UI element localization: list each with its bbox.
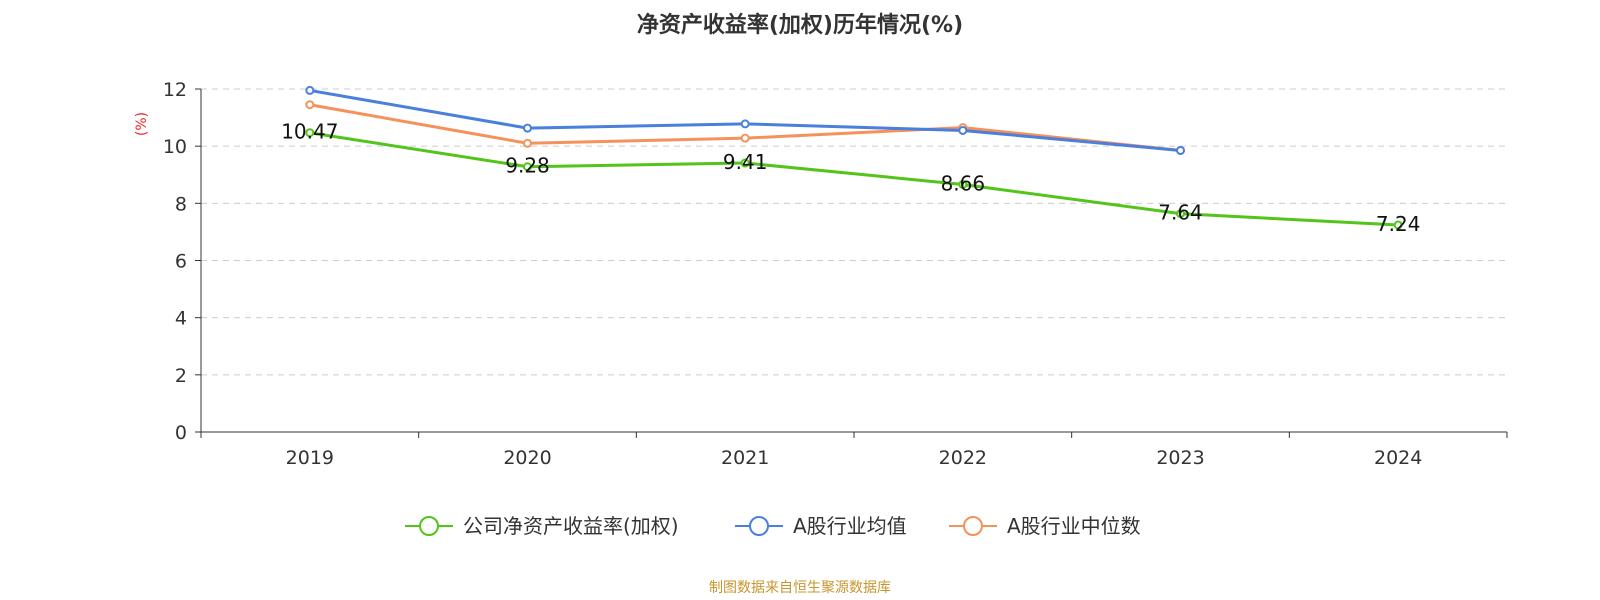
data-source-note: 制图数据来自恒生聚源数据库 [709, 580, 891, 596]
data-point [740, 119, 750, 129]
data-point [958, 125, 968, 135]
legend-swatch-marker [419, 516, 439, 536]
data-point [305, 85, 315, 95]
data-label: 7.64 [1158, 201, 1203, 225]
x-tick-label: 2021 [721, 447, 769, 469]
data-label: 10.47 [281, 120, 338, 144]
x-tick-label: 2024 [1374, 447, 1422, 469]
gridlines [201, 88, 1507, 376]
data-labels: 10.47 9.28 9.41 8.66 7.64 7.24 [281, 120, 1420, 236]
data-point [1176, 209, 1185, 219]
data-point [1176, 145, 1185, 155]
y-tick-label: 12 [163, 79, 187, 101]
x-tick-label: 2022 [939, 447, 987, 469]
y-tick-label: 4 [175, 308, 187, 330]
legend-swatch-marker [963, 516, 983, 536]
data-point [523, 162, 532, 172]
y-tick-label: 10 [163, 136, 187, 158]
x-tick-label: 2023 [1156, 447, 1204, 469]
legend-item: A股行业均值 [735, 514, 907, 538]
y-tick-label: 2 [175, 365, 187, 387]
data-point [740, 133, 750, 143]
y-tick-label: 6 [175, 251, 187, 273]
y-tick-label: 8 [175, 193, 187, 215]
series-line [309, 131, 1399, 227]
legend-label: 公司净资产收益率(加权) [463, 514, 679, 538]
legend-swatch-marker [749, 516, 769, 536]
data-point [305, 128, 315, 138]
axes: 0 2 4 6 8 10 12 2019 2020 2021 2022 2023 2024 [163, 79, 1508, 469]
x-tick-label: 2020 [503, 447, 551, 469]
data-point [523, 123, 532, 133]
data-point [740, 158, 750, 168]
data-label: 9.28 [505, 154, 550, 178]
legend-label: A股行业中位数 [1007, 514, 1141, 538]
data-point [523, 138, 532, 148]
x-tick-label: 2019 [286, 447, 334, 469]
data-label: 8.66 [941, 171, 986, 195]
legend-item: A股行业中位数 [949, 514, 1141, 538]
chart-title: 净资产收益率(加权)历年情况(%) [637, 12, 963, 38]
y-axis-unit-label: (%) [134, 112, 150, 136]
data-point [1393, 220, 1403, 230]
y-tick-label: 0 [175, 422, 187, 444]
data-point [305, 100, 315, 110]
legend: 公司净资产收益率(加权) A股行业均值 A股行业中位数 [405, 514, 1141, 538]
legend-item: 公司净资产收益率(加权) [405, 514, 679, 538]
legend-label: A股行业均值 [793, 514, 907, 538]
data-label: 9.41 [723, 150, 768, 174]
data-point [958, 179, 968, 189]
series-lines [305, 85, 1403, 230]
data-label: 7.24 [1376, 212, 1421, 236]
